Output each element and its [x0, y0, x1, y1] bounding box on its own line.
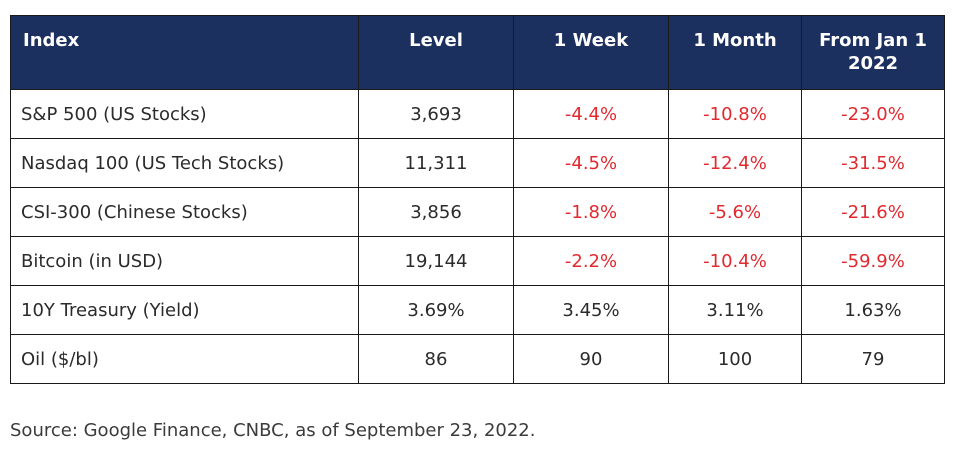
- header-ytd-line-2: 2022: [847, 53, 899, 74]
- header-ytd-line-1: From Jan 1: [819, 30, 927, 51]
- week-change-cell: -4.5%: [513, 138, 669, 188]
- table-row: CSI-300 (Chinese Stocks) 3,856 -1.8% -5.…: [10, 187, 945, 237]
- level-cell: 3,693: [358, 89, 514, 139]
- month-change-cell: 3.11%: [668, 285, 802, 335]
- ytd-change-cell: -21.6%: [801, 187, 945, 237]
- index-name-cell: Nasdaq 100 (US Tech Stocks): [10, 138, 359, 188]
- month-change-cell: -10.8%: [668, 89, 802, 139]
- source-note: Source: Google Finance, CNBC, as of Sept…: [10, 420, 536, 441]
- table-row: S&P 500 (US Stocks) 3,693 -4.4% -10.8% -…: [10, 89, 945, 139]
- week-change-cell: -4.4%: [513, 89, 669, 139]
- header-level: Level: [358, 15, 514, 90]
- ytd-change-cell: -31.5%: [801, 138, 945, 188]
- month-change-cell: -5.6%: [668, 187, 802, 237]
- header-index: Index: [10, 15, 359, 90]
- table-row: Oil ($/bl) 86 90 100 79: [10, 334, 945, 384]
- table-row: 10Y Treasury (Yield) 3.69% 3.45% 3.11% 1…: [10, 285, 945, 335]
- level-cell: 19,144: [358, 236, 514, 286]
- month-change-cell: -10.4%: [668, 236, 802, 286]
- index-name-cell: CSI-300 (Chinese Stocks): [10, 187, 359, 237]
- table-header-row: Index Level 1 Week 1 Month From Jan 1 20…: [10, 15, 945, 90]
- index-name-cell: Oil ($/bl): [10, 334, 359, 384]
- level-cell: 11,311: [358, 138, 514, 188]
- week-change-cell: 90: [513, 334, 669, 384]
- table-row: Nasdaq 100 (US Tech Stocks) 11,311 -4.5%…: [10, 138, 945, 188]
- index-name-cell: Bitcoin (in USD): [10, 236, 359, 286]
- level-cell: 3,856: [358, 187, 514, 237]
- level-cell: 3.69%: [358, 285, 514, 335]
- table-row: Bitcoin (in USD) 19,144 -2.2% -10.4% -59…: [10, 236, 945, 286]
- ytd-change-cell: -59.9%: [801, 236, 945, 286]
- header-from-jan-1-2022: From Jan 1 2022: [801, 15, 945, 90]
- header-1-week: 1 Week: [513, 15, 669, 90]
- header-1-month: 1 Month: [668, 15, 802, 90]
- week-change-cell: -2.2%: [513, 236, 669, 286]
- index-name-cell: S&P 500 (US Stocks): [10, 89, 359, 139]
- level-cell: 86: [358, 334, 514, 384]
- ytd-change-cell: 79: [801, 334, 945, 384]
- ytd-change-cell: 1.63%: [801, 285, 945, 335]
- week-change-cell: -1.8%: [513, 187, 669, 237]
- week-change-cell: 3.45%: [513, 285, 669, 335]
- month-change-cell: -12.4%: [668, 138, 802, 188]
- index-name-cell: 10Y Treasury (Yield): [10, 285, 359, 335]
- month-change-cell: 100: [668, 334, 802, 384]
- market-performance-table: Index Level 1 Week 1 Month From Jan 1 20…: [10, 15, 945, 384]
- ytd-change-cell: -23.0%: [801, 89, 945, 139]
